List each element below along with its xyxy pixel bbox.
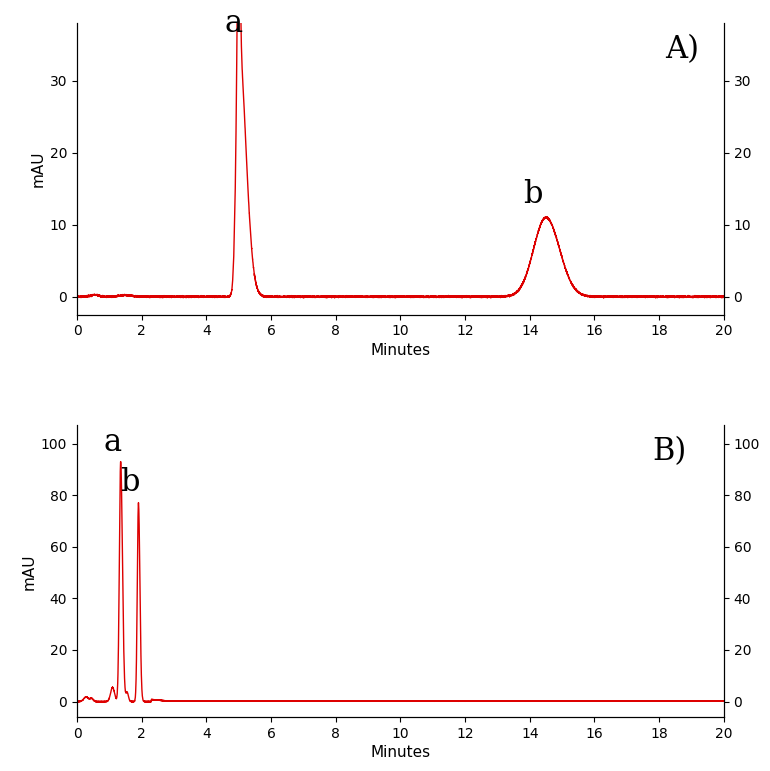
- Text: b: b: [121, 466, 140, 498]
- X-axis label: Minutes: Minutes: [370, 342, 430, 358]
- Text: a: a: [103, 426, 122, 458]
- Text: b: b: [524, 180, 543, 210]
- Y-axis label: mAU: mAU: [22, 553, 37, 590]
- Text: B): B): [653, 436, 687, 466]
- Text: A): A): [665, 34, 700, 65]
- X-axis label: Minutes: Minutes: [370, 745, 430, 760]
- Y-axis label: mAU: mAU: [31, 150, 45, 187]
- Text: a: a: [225, 8, 243, 39]
